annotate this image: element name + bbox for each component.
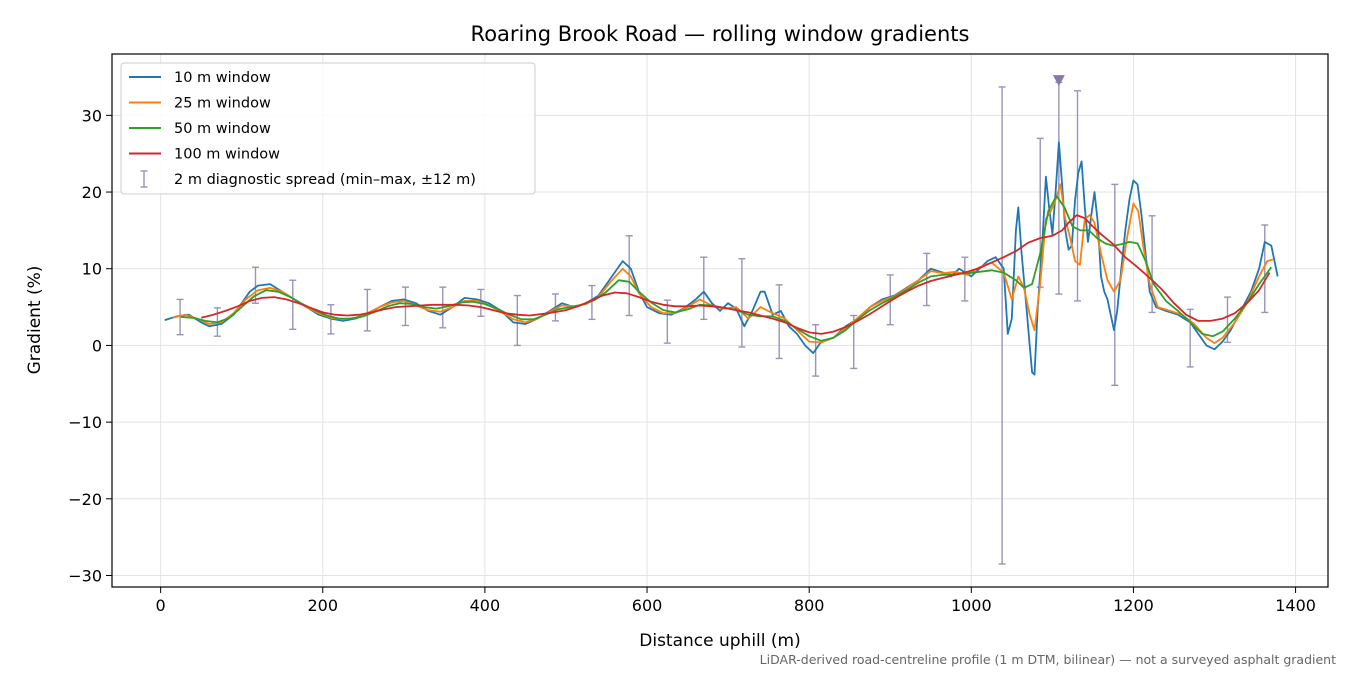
y-tick-label: 30 <box>82 106 102 125</box>
x-tick-label: 1000 <box>951 596 992 615</box>
legend-item: 10 m window <box>129 70 271 86</box>
x-axis: 0 200 400 600 800 1000 1200 1400 <box>156 587 1316 615</box>
error-bar <box>775 284 783 360</box>
y-tick-label: −30 <box>68 566 102 585</box>
error-bars <box>176 81 1269 565</box>
y-tick-label: 10 <box>82 260 102 279</box>
plot-frame <box>111 53 1329 588</box>
legend-label: 2 m diagnostic spread (min–max, ±12 m) <box>174 172 476 188</box>
y-axis: −30 −20 −10 0 10 20 30 <box>68 106 112 585</box>
x-tick-label: 1400 <box>1275 596 1316 615</box>
error-bar <box>1186 308 1194 368</box>
y-tick-label: 20 <box>82 183 102 202</box>
x-tick-label: 0 <box>156 596 166 615</box>
error-bar <box>1261 224 1269 314</box>
x-tick-label: 400 <box>470 596 501 615</box>
error-bar <box>176 298 184 336</box>
legend-label: 25 m window <box>174 96 271 112</box>
error-bar <box>923 252 931 307</box>
error-bar <box>1074 90 1082 302</box>
error-bar <box>961 256 969 302</box>
series-lines <box>164 141 1279 376</box>
error-bar <box>251 266 259 304</box>
series-line <box>200 214 1271 335</box>
legend-label: 10 m window <box>174 70 271 86</box>
error-bar <box>998 86 1006 565</box>
x-tick-label: 1200 <box>1113 596 1154 615</box>
overflow-marker <box>1052 75 1065 87</box>
legend-item: 25 m window <box>129 96 271 112</box>
footnote: LiDAR-derived road-centreline profile (1… <box>760 652 1336 667</box>
y-tick-label: 0 <box>92 336 102 355</box>
x-tick-label: 200 <box>307 596 338 615</box>
x-tick-label: 800 <box>794 596 825 615</box>
y-tick-label: −20 <box>68 490 102 509</box>
x-axis-title: Distance uphill (m) <box>639 631 800 651</box>
legend: 10 m window 25 m window 50 m window 100 m w… <box>120 62 536 195</box>
chart-title: Roaring Brook Road — rolling window grad… <box>471 22 970 46</box>
legend-item: 100 m window <box>129 147 280 163</box>
y-axis-title: Gradient (%) <box>25 266 45 375</box>
error-bar <box>289 279 297 331</box>
x-tick-label: 600 <box>632 596 663 615</box>
error-bar <box>850 314 858 370</box>
legend-label: 50 m window <box>174 121 271 137</box>
error-bar <box>700 256 708 321</box>
legend-item: 50 m window <box>129 121 271 137</box>
legend-box <box>120 62 536 195</box>
legend-item: 2 m diagnostic spread (min–max, ±12 m) <box>140 170 476 188</box>
error-bar <box>588 284 596 321</box>
error-bar <box>663 299 671 344</box>
error-bar <box>363 288 371 332</box>
legend-label: 100 m window <box>174 147 280 163</box>
error-bar <box>738 258 746 348</box>
series-line <box>172 183 1274 344</box>
error-bar <box>1111 183 1119 387</box>
annotations <box>1052 75 1065 87</box>
y-tick-label: −10 <box>68 413 102 432</box>
